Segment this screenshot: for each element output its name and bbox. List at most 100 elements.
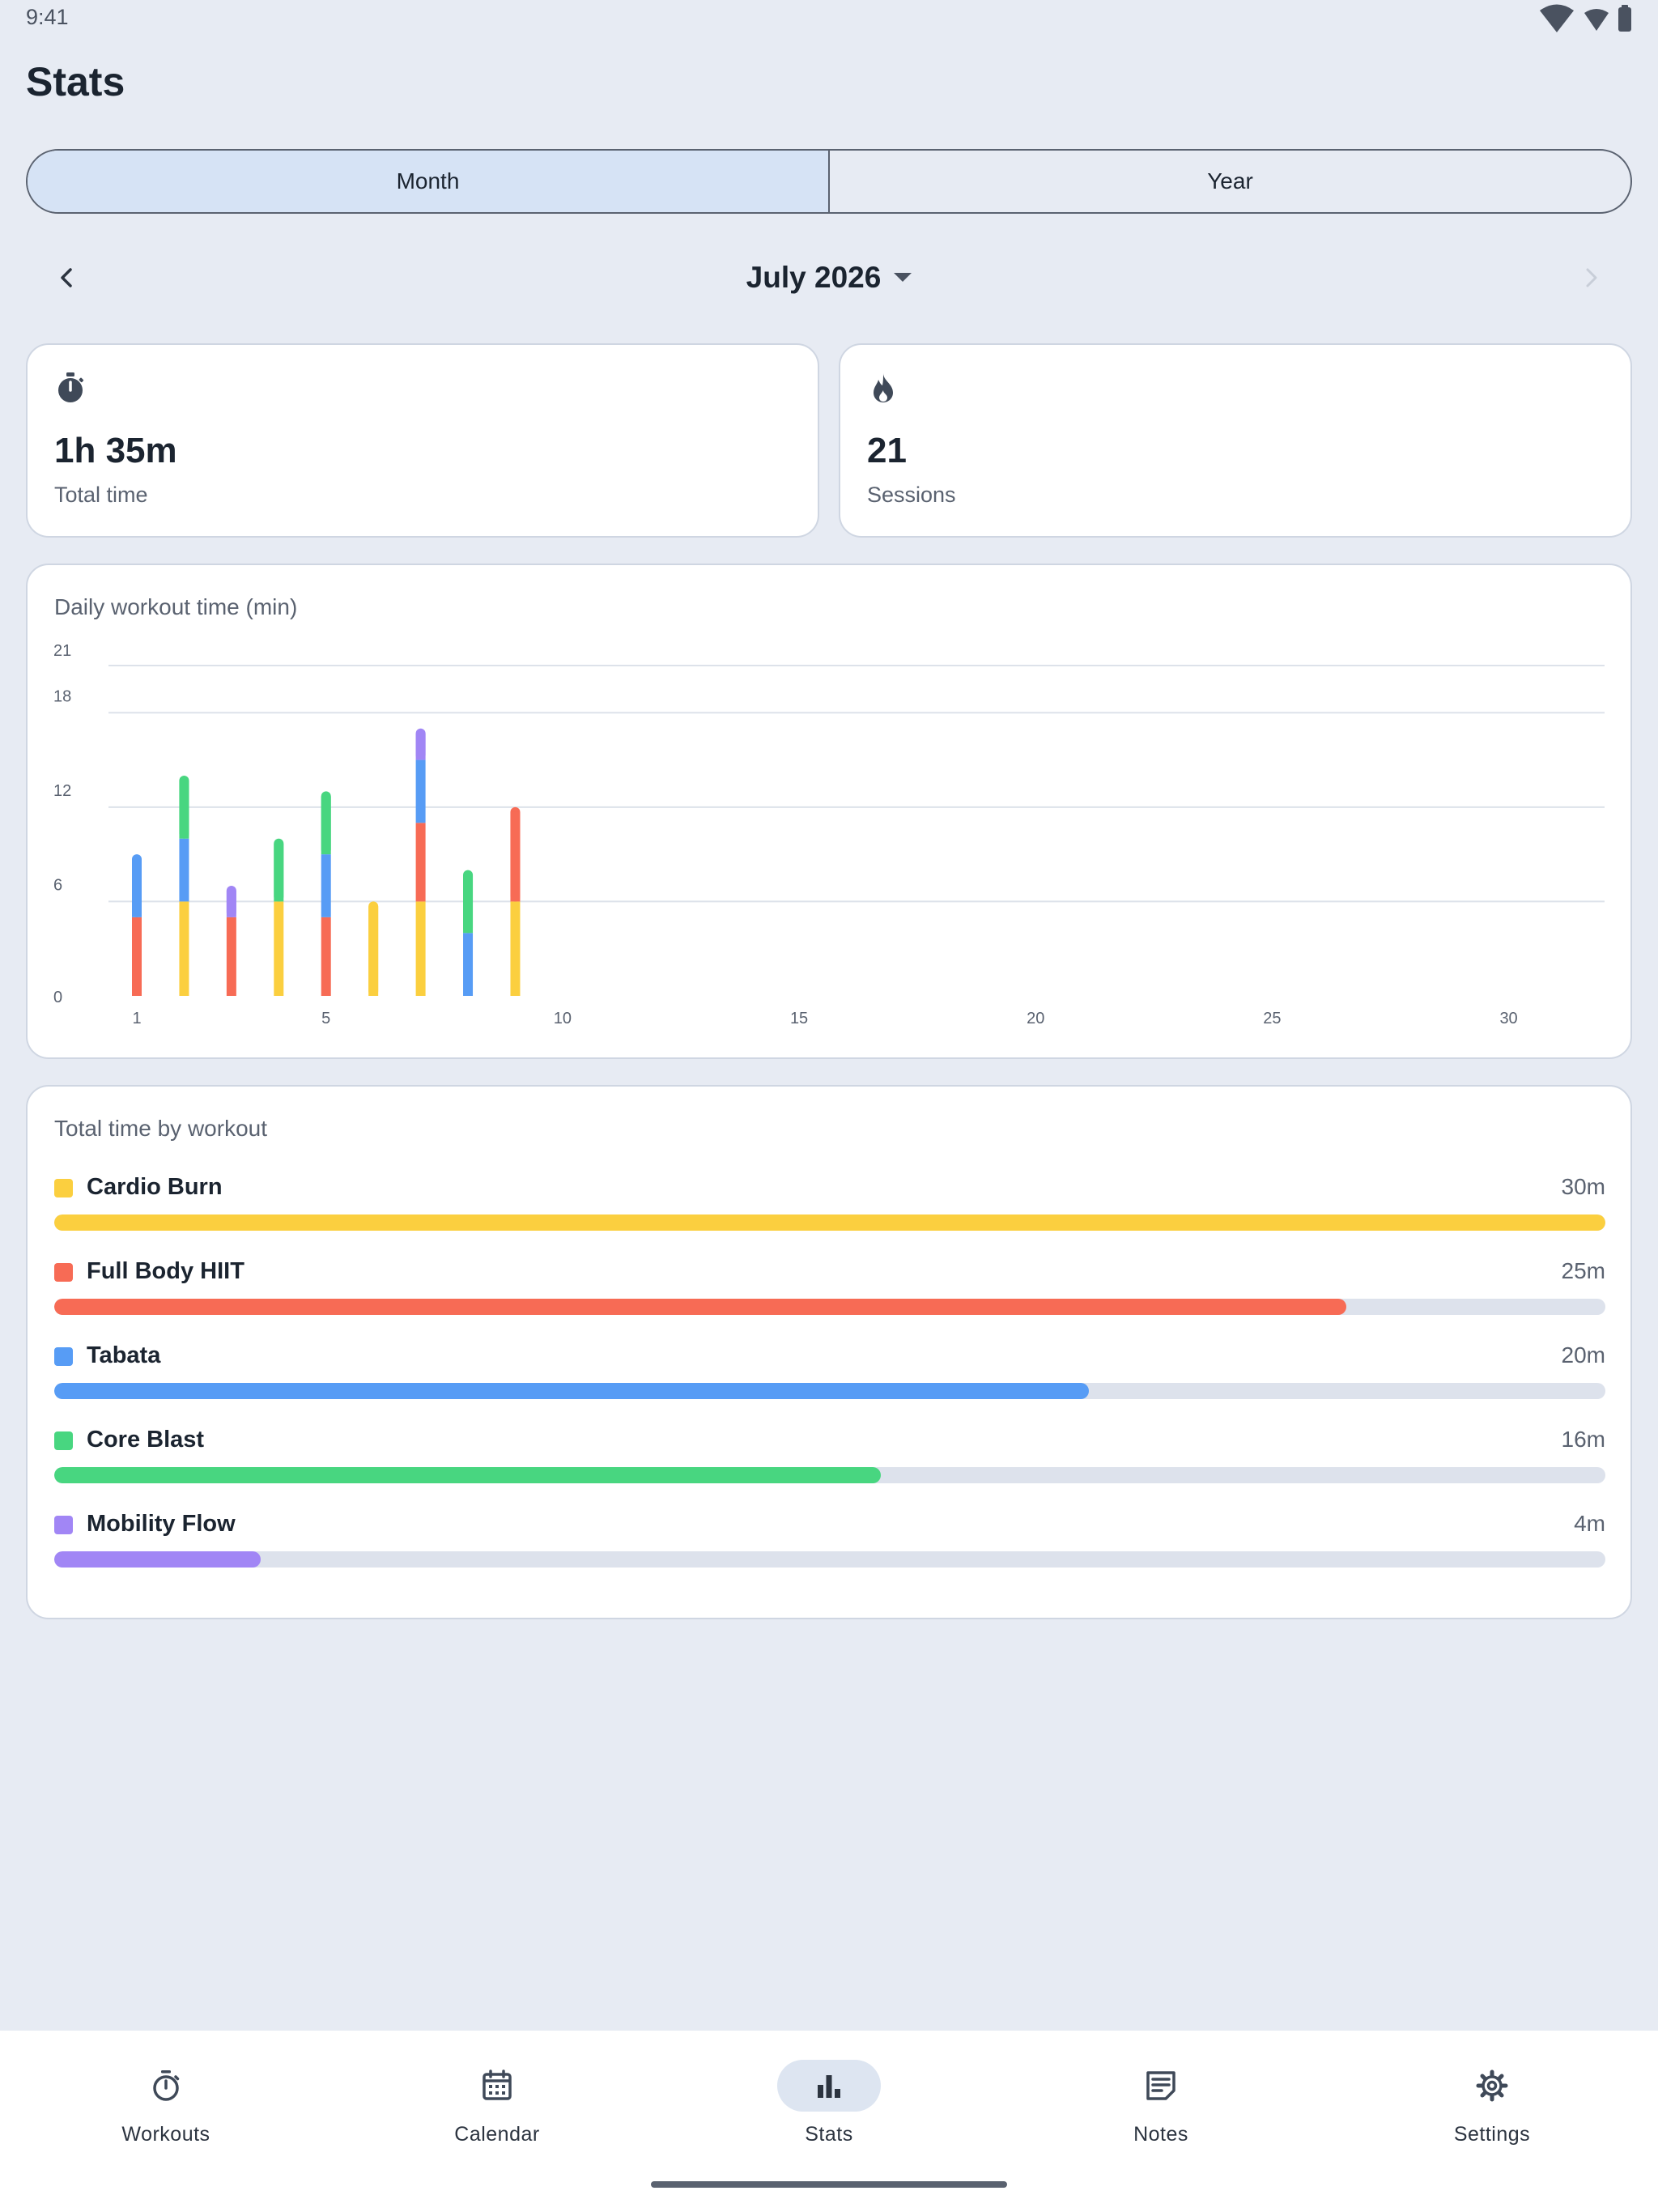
x-tick-label: 15 xyxy=(790,1010,808,1027)
chart-bar-segment xyxy=(321,796,331,855)
chart-bar-segment xyxy=(415,901,426,996)
progress-fill xyxy=(54,1467,882,1483)
total-time-value: 1h 35m xyxy=(54,431,177,470)
time-by-workout-title: Total time by workout xyxy=(54,1116,267,1141)
chart-bar-segment xyxy=(179,901,189,996)
next-month-button[interactable] xyxy=(1572,259,1609,296)
progress-track xyxy=(54,1299,1605,1315)
month-selector[interactable]: July 2026 xyxy=(26,261,1632,295)
tab-year[interactable]: Year xyxy=(828,151,1630,212)
legend-swatch xyxy=(54,1516,73,1534)
workout-total: 16m xyxy=(1561,1427,1605,1452)
nav-pill xyxy=(445,2060,549,2112)
stopwatch-icon xyxy=(153,2070,180,2101)
y-tick-label: 21 xyxy=(53,642,71,660)
nav-item-workouts[interactable]: Workouts xyxy=(61,2053,271,2167)
chart-bar-segment xyxy=(321,917,331,996)
page-title: Stats xyxy=(26,59,125,104)
workout-total: 20m xyxy=(1561,1342,1605,1368)
previous-month-button[interactable] xyxy=(49,259,86,296)
chevron-down-icon xyxy=(894,272,912,282)
total-time-label: Total time xyxy=(54,483,148,507)
workout-total: 25m xyxy=(1561,1258,1605,1283)
x-tick-label: 20 xyxy=(1027,1010,1044,1027)
nav-label: Calendar xyxy=(454,2123,540,2146)
chart-bar-segment xyxy=(368,906,379,996)
wifi-icon xyxy=(1540,4,1574,32)
y-tick-label: 6 xyxy=(53,876,62,894)
workout-total: 4m xyxy=(1574,1511,1605,1536)
y-tick-label: 18 xyxy=(53,687,71,705)
progress-fill xyxy=(54,1214,1605,1231)
nav-pill xyxy=(777,2060,881,2112)
chevron-right-icon xyxy=(1586,268,1597,287)
chart-bar-segment xyxy=(274,901,284,996)
home-indicator xyxy=(651,2181,1007,2188)
workout-name: Full Body HIIT xyxy=(87,1258,244,1284)
gear-icon xyxy=(1476,2069,1508,2102)
chart-bar-segment xyxy=(179,781,189,839)
nav-item-settings[interactable]: Settings xyxy=(1387,2053,1597,2167)
chart-bar-segment xyxy=(463,933,474,996)
y-tick-label: 0 xyxy=(53,989,62,1006)
tab-month[interactable]: Month xyxy=(28,151,828,212)
chart-bar-segment xyxy=(226,917,236,996)
signal-icon xyxy=(1584,9,1609,31)
status-icons xyxy=(1538,3,1632,34)
legend-swatch xyxy=(54,1431,73,1450)
nav-item-stats[interactable]: Stats xyxy=(724,2053,934,2167)
nav-pill xyxy=(114,2060,218,2112)
chart-title: Daily workout time (min) xyxy=(54,594,298,619)
legend-swatch xyxy=(54,1263,73,1282)
chart-bar-segment xyxy=(415,823,426,902)
nav-label: Notes xyxy=(1133,2123,1188,2146)
chart-bar-segment xyxy=(321,854,331,917)
x-tick-label: 10 xyxy=(554,1010,572,1027)
progress-fill xyxy=(54,1383,1089,1399)
nav-item-notes[interactable]: Notes xyxy=(1056,2053,1266,2167)
time-by-workout-card: Total time by workout Cardio Burn 30m Fu… xyxy=(26,1085,1632,1619)
workout-name: Tabata xyxy=(87,1342,161,1368)
progress-fill xyxy=(54,1551,261,1568)
workout-name: Mobility Flow xyxy=(87,1511,236,1537)
nav-label: Stats xyxy=(805,2123,853,2146)
workout-name: Cardio Burn xyxy=(87,1174,223,1200)
workout-total: 30m xyxy=(1561,1174,1605,1199)
progress-fill xyxy=(54,1299,1347,1315)
chart-bar-segment xyxy=(132,917,142,996)
chevron-left-icon xyxy=(61,268,72,287)
flame-icon xyxy=(874,373,893,402)
chart-bar-segment xyxy=(463,874,474,934)
sessions-value: 21 xyxy=(867,431,907,470)
legend-swatch xyxy=(54,1179,73,1197)
bar-chart-icon xyxy=(818,2075,840,2098)
month-label: July 2026 xyxy=(746,261,882,294)
chart-bar-segment xyxy=(510,811,521,902)
status-bar: 9:41 xyxy=(0,0,1658,37)
nav-pill xyxy=(1440,2060,1544,2112)
chart-bar-segment xyxy=(415,759,426,823)
stopwatch-icon xyxy=(58,372,84,402)
daily-workout-chart-card: Daily workout time (min) 0 6 12 18 21 1 5 10 15 2… xyxy=(26,564,1632,1059)
chart-bar-segment xyxy=(132,859,142,917)
y-tick-label: 12 xyxy=(53,782,71,800)
sessions-card: 21 Sessions xyxy=(839,343,1632,538)
progress-track xyxy=(54,1467,1605,1483)
chart-bar-segment xyxy=(274,843,284,902)
x-tick-label: 1 xyxy=(132,1010,141,1027)
nav-label: Workouts xyxy=(121,2123,210,2146)
status-time: 9:41 xyxy=(26,5,69,29)
nav-item-calendar[interactable]: Calendar xyxy=(392,2053,602,2167)
nav-pill xyxy=(1109,2060,1213,2112)
legend-swatch xyxy=(54,1347,73,1366)
x-tick-label: 25 xyxy=(1263,1010,1281,1027)
x-tick-label: 30 xyxy=(1499,1010,1517,1027)
calendar-icon xyxy=(483,2069,512,2100)
chart-bar-segment xyxy=(226,891,236,917)
workout-name: Core Blast xyxy=(87,1427,205,1453)
month-navigator: July 2026 xyxy=(26,243,1632,313)
progress-track xyxy=(54,1383,1605,1399)
total-time-card: 1h 35m Total time xyxy=(26,343,819,538)
battery-icon xyxy=(1618,5,1631,32)
